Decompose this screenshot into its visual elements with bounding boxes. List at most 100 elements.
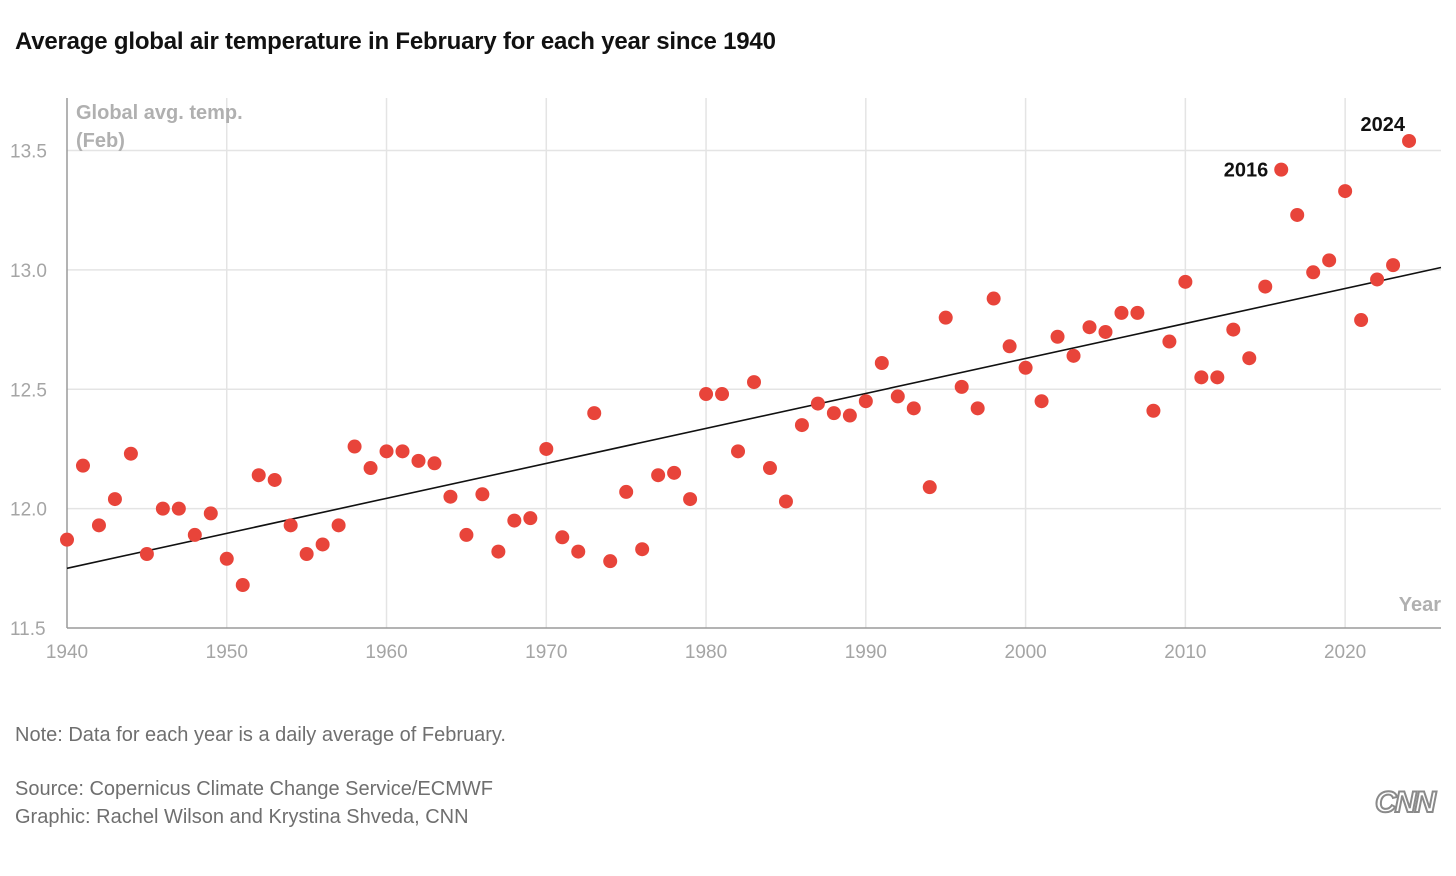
data-point [139, 546, 154, 561]
data-point [475, 487, 490, 502]
data-points [60, 133, 1417, 593]
data-point [187, 527, 202, 542]
data-point [203, 506, 218, 521]
data-point [1162, 334, 1177, 349]
data-point [443, 489, 458, 504]
data-point [523, 511, 538, 526]
data-point [555, 530, 570, 545]
y-tick-label: 13.0 [10, 261, 47, 282]
x-tick-label: 1960 [365, 642, 407, 663]
y-tick-label: 11.5 [10, 619, 46, 640]
data-point [1322, 253, 1337, 268]
data-point [267, 472, 282, 487]
trend-line-group [66, 266, 1442, 570]
data-point [954, 379, 969, 394]
data-point [395, 444, 410, 459]
data-point [906, 401, 921, 416]
data-point [1386, 258, 1401, 273]
data-point [1274, 162, 1289, 177]
data-point [715, 387, 730, 402]
data-point [363, 461, 378, 476]
data-point [331, 518, 346, 533]
y-tick-label: 12.5 [10, 380, 47, 401]
data-point [826, 406, 841, 421]
data-point [1306, 265, 1321, 280]
source-credit: Source: Copernicus Climate Change Servic… [15, 778, 493, 800]
x-tick-label: 2020 [1324, 642, 1366, 663]
data-point [1258, 279, 1273, 294]
data-point [1082, 320, 1097, 335]
data-point [699, 387, 714, 402]
axis-labels: Global avg. temp. (Feb) Year [76, 102, 1441, 616]
data-point [603, 554, 618, 569]
data-point [1226, 322, 1241, 337]
data-point [411, 453, 426, 468]
data-point [315, 537, 330, 552]
data-point [1242, 351, 1257, 366]
data-point [874, 356, 889, 370]
annotation-label: 2016 [1224, 160, 1269, 182]
data-point [1354, 313, 1369, 328]
data-point [794, 418, 809, 433]
y-axis-label-line-2: (Feb) [76, 130, 125, 152]
data-point [1114, 305, 1129, 320]
data-point [219, 551, 234, 566]
y-axis-label-line-1: Global avg. temp. [76, 102, 243, 124]
x-axis-label: Year [1399, 594, 1441, 616]
tick-labels: 11.5 12.0 12.5 13.0 13.5 1940 1950 1960 1970 1980… [10, 142, 1366, 663]
data-point [75, 458, 90, 473]
annotation-label: 2024 [1361, 114, 1406, 136]
data-point [1290, 207, 1305, 222]
data-point [1370, 272, 1385, 287]
data-point [1402, 133, 1417, 148]
cnn-logo: CNN [1374, 785, 1437, 820]
data-point [1018, 360, 1033, 375]
data-point [251, 468, 266, 483]
data-point [858, 394, 873, 409]
data-point [810, 396, 825, 411]
data-point [1002, 339, 1017, 354]
data-point [1050, 329, 1065, 344]
data-point [91, 518, 106, 533]
data-point [60, 532, 74, 547]
data-point [778, 494, 793, 509]
data-point [283, 518, 298, 533]
data-point [1210, 370, 1225, 385]
data-point [235, 578, 250, 593]
data-point [459, 527, 474, 542]
graphic-credit: Graphic: Rachel Wilson and Krystina Shve… [15, 806, 469, 828]
data-point [107, 492, 122, 507]
data-point [986, 291, 1001, 306]
y-tick-label: 13.5 [10, 142, 47, 163]
data-point [171, 501, 186, 516]
x-tick-label: 1980 [685, 642, 727, 663]
annotations: 2016 2024 [1224, 114, 1406, 182]
data-point [539, 441, 554, 456]
data-point [587, 406, 602, 421]
data-point [842, 408, 857, 423]
x-tick-label: 1940 [46, 642, 88, 663]
data-point [1146, 403, 1161, 418]
data-point [635, 542, 650, 557]
x-tick-label: 1950 [206, 642, 248, 663]
data-point [1178, 274, 1193, 289]
x-tick-label: 1990 [845, 642, 887, 663]
data-point [651, 468, 666, 483]
data-point [427, 456, 442, 471]
data-point [747, 375, 761, 390]
data-point [1066, 348, 1081, 363]
data-point [155, 501, 170, 516]
data-point [938, 310, 953, 325]
data-point [683, 492, 698, 507]
trend-line [66, 266, 1442, 570]
data-point [619, 484, 634, 499]
data-point [347, 439, 362, 454]
data-point [1338, 184, 1353, 199]
data-point [491, 544, 506, 559]
data-point [299, 546, 314, 561]
footnote: Note: Data for each year is a daily aver… [15, 724, 506, 746]
chart-title: Average global air temperature in Februa… [15, 28, 776, 55]
y-tick-label: 12.0 [10, 500, 47, 521]
data-point [571, 544, 586, 559]
data-point [970, 401, 985, 416]
